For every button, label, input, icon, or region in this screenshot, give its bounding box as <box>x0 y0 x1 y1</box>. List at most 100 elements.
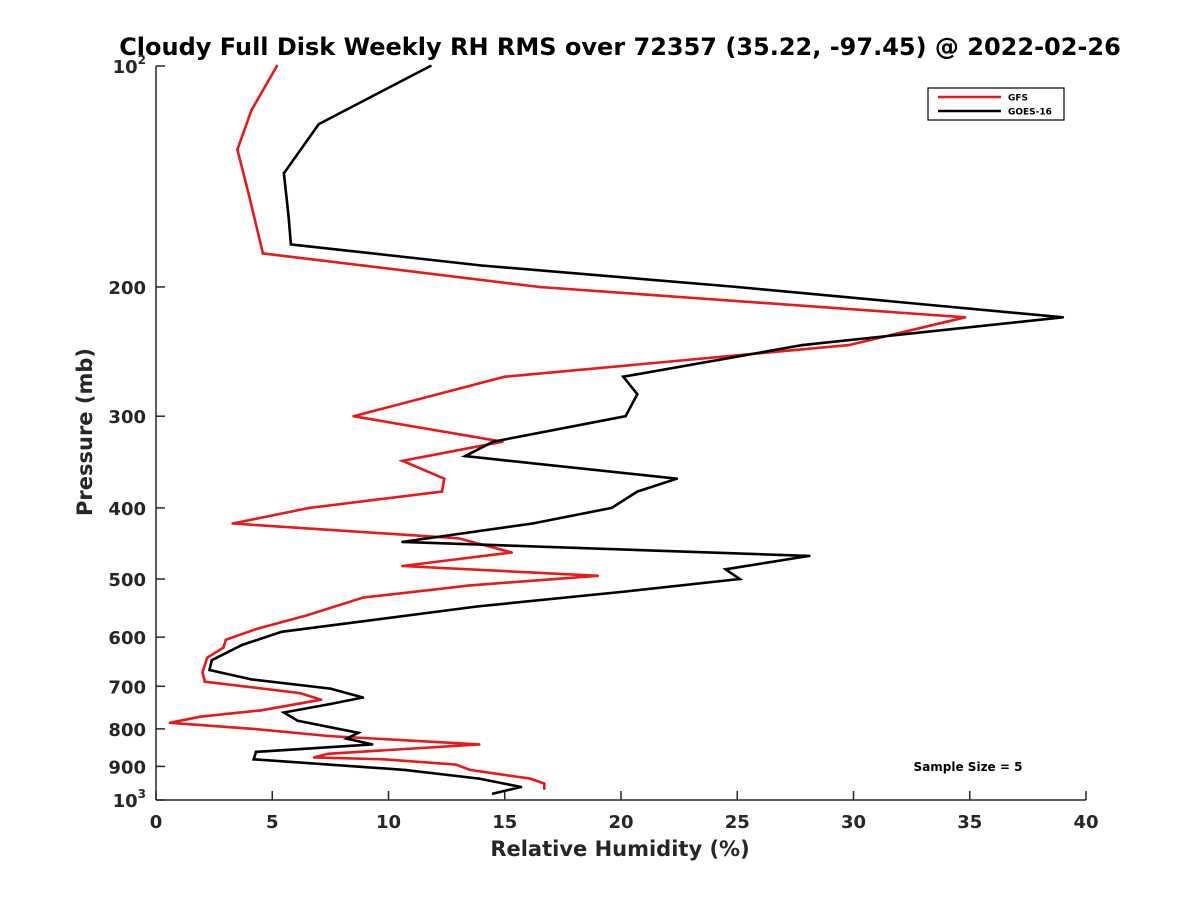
data-point-gfs <box>352 414 355 418</box>
data-point-gfs <box>201 671 204 674</box>
data-point-goes-16 <box>357 731 360 735</box>
data-point-goes-16 <box>636 490 639 493</box>
x-axis-ticks: 0 5 10 15 20 25 30 35 40 <box>150 791 1099 833</box>
data-point-goes-16 <box>282 172 286 175</box>
data-point-gfs <box>298 691 302 695</box>
data-point-goes-16 <box>254 750 258 754</box>
data-point-goes-16 <box>475 605 479 608</box>
y-tick-label: 400 <box>108 499 146 520</box>
data-point-gfs <box>319 698 323 701</box>
data-point-gfs <box>250 109 253 112</box>
data-point-goes-16 <box>296 719 300 723</box>
series-points-goes-16 <box>208 64 1065 795</box>
y-tick-label-exponent: 2 <box>138 53 146 67</box>
x-tick-label: 0 <box>150 812 163 833</box>
data-point-gfs <box>847 343 851 347</box>
x-tick-label: 40 <box>1073 812 1098 833</box>
data-point-gfs <box>326 734 330 738</box>
data-point-goes-16 <box>477 777 481 780</box>
data-point-goes-16 <box>252 758 255 761</box>
y-tick-label: 500 <box>108 570 146 591</box>
x-tick-label: 10 <box>376 812 401 833</box>
chart-title: Cloudy Full Disk Weekly RH RMS over 7235… <box>119 33 1121 61</box>
data-point-goes-16 <box>317 122 321 126</box>
data-point-goes-16 <box>361 696 365 699</box>
sample-size-annotation: Sample Size = 5 <box>914 760 1023 774</box>
data-point-gfs <box>168 721 172 725</box>
data-point-goes-16 <box>280 630 283 634</box>
data-point-gfs <box>252 727 255 731</box>
legend-box <box>927 87 1065 121</box>
data-point-gfs <box>361 596 365 599</box>
data-point-goes-16 <box>480 264 483 267</box>
plot-area: 0 5 10 15 20 25 30 35 40 10220030040050060070080… <box>108 53 1098 833</box>
data-point-gfs <box>382 758 386 761</box>
data-point-gfs <box>510 551 513 554</box>
data-point-gfs <box>198 715 202 718</box>
data-point-gfs <box>443 477 446 481</box>
data-point-gfs <box>205 656 209 659</box>
data-point-goes-16 <box>491 440 495 444</box>
y-tick-label: 200 <box>108 278 146 299</box>
data-point-goes-16 <box>636 392 639 396</box>
x-tick-label: 25 <box>725 812 750 833</box>
data-point-goes-16 <box>429 64 432 68</box>
data-point-gfs <box>468 584 472 587</box>
series-line-goes-16 <box>207 64 1063 795</box>
data-point-gfs <box>440 490 444 493</box>
data-point-gfs <box>538 285 541 289</box>
x-tick-label: 30 <box>841 812 866 833</box>
data-point-goes-16 <box>622 375 625 379</box>
data-point-goes-16 <box>491 792 495 795</box>
data-point-goes-16 <box>403 768 407 772</box>
data-point-gfs <box>454 763 458 766</box>
y-tick-label-base: 10 <box>113 57 138 78</box>
data-point-gfs <box>401 459 404 463</box>
data-point-gfs <box>308 506 311 510</box>
x-tick-label: 15 <box>492 812 517 833</box>
data-point-gfs <box>503 375 507 379</box>
y-tick-label: 700 <box>108 677 146 698</box>
x-tick-label: 20 <box>608 812 633 833</box>
y-tick-label: 900 <box>108 757 146 778</box>
series-points-gfs <box>168 64 967 790</box>
data-point-gfs <box>275 64 279 68</box>
legend-label: GFS <box>1008 94 1028 104</box>
series-layer <box>168 64 1065 795</box>
data-point-goes-16 <box>282 711 286 714</box>
data-point-goes-16 <box>675 477 679 481</box>
legend: GFS GOES-16 <box>927 87 1065 121</box>
data-point-goes-16 <box>250 678 253 681</box>
data-point-goes-16 <box>289 243 293 246</box>
data-point-goes-16 <box>329 687 332 690</box>
data-point-gfs <box>543 787 546 790</box>
data-point-goes-16 <box>401 540 404 544</box>
data-point-gfs <box>231 522 234 525</box>
data-point-goes-16 <box>329 702 332 706</box>
x-tick-label: 35 <box>957 812 982 833</box>
data-point-goes-16 <box>519 785 523 789</box>
x-axis-label: Relative Humidity (%) <box>490 837 749 861</box>
data-point-gfs <box>259 709 262 712</box>
y-tick-label: 300 <box>108 407 146 428</box>
data-point-gfs <box>261 252 265 255</box>
data-point-goes-16 <box>624 414 627 418</box>
data-point-goes-16 <box>370 743 374 746</box>
y-tick-label: 600 <box>108 628 146 649</box>
y-tick-label-base: 10 <box>113 791 138 812</box>
data-point-goes-16 <box>610 506 613 510</box>
data-point-gfs <box>596 574 600 578</box>
data-point-goes-16 <box>624 590 627 593</box>
data-point-goes-16 <box>808 554 811 558</box>
data-point-gfs <box>543 782 546 785</box>
data-point-goes-16 <box>724 568 727 571</box>
data-point-gfs <box>477 743 481 746</box>
data-point-gfs <box>236 148 239 151</box>
data-point-goes-16 <box>738 577 741 581</box>
data-point-goes-16 <box>287 214 290 218</box>
data-point-goes-16 <box>345 737 348 740</box>
data-point-gfs <box>224 638 228 642</box>
data-point-goes-16 <box>1061 316 1065 319</box>
y-tick-label-exponent: 3 <box>138 787 146 801</box>
